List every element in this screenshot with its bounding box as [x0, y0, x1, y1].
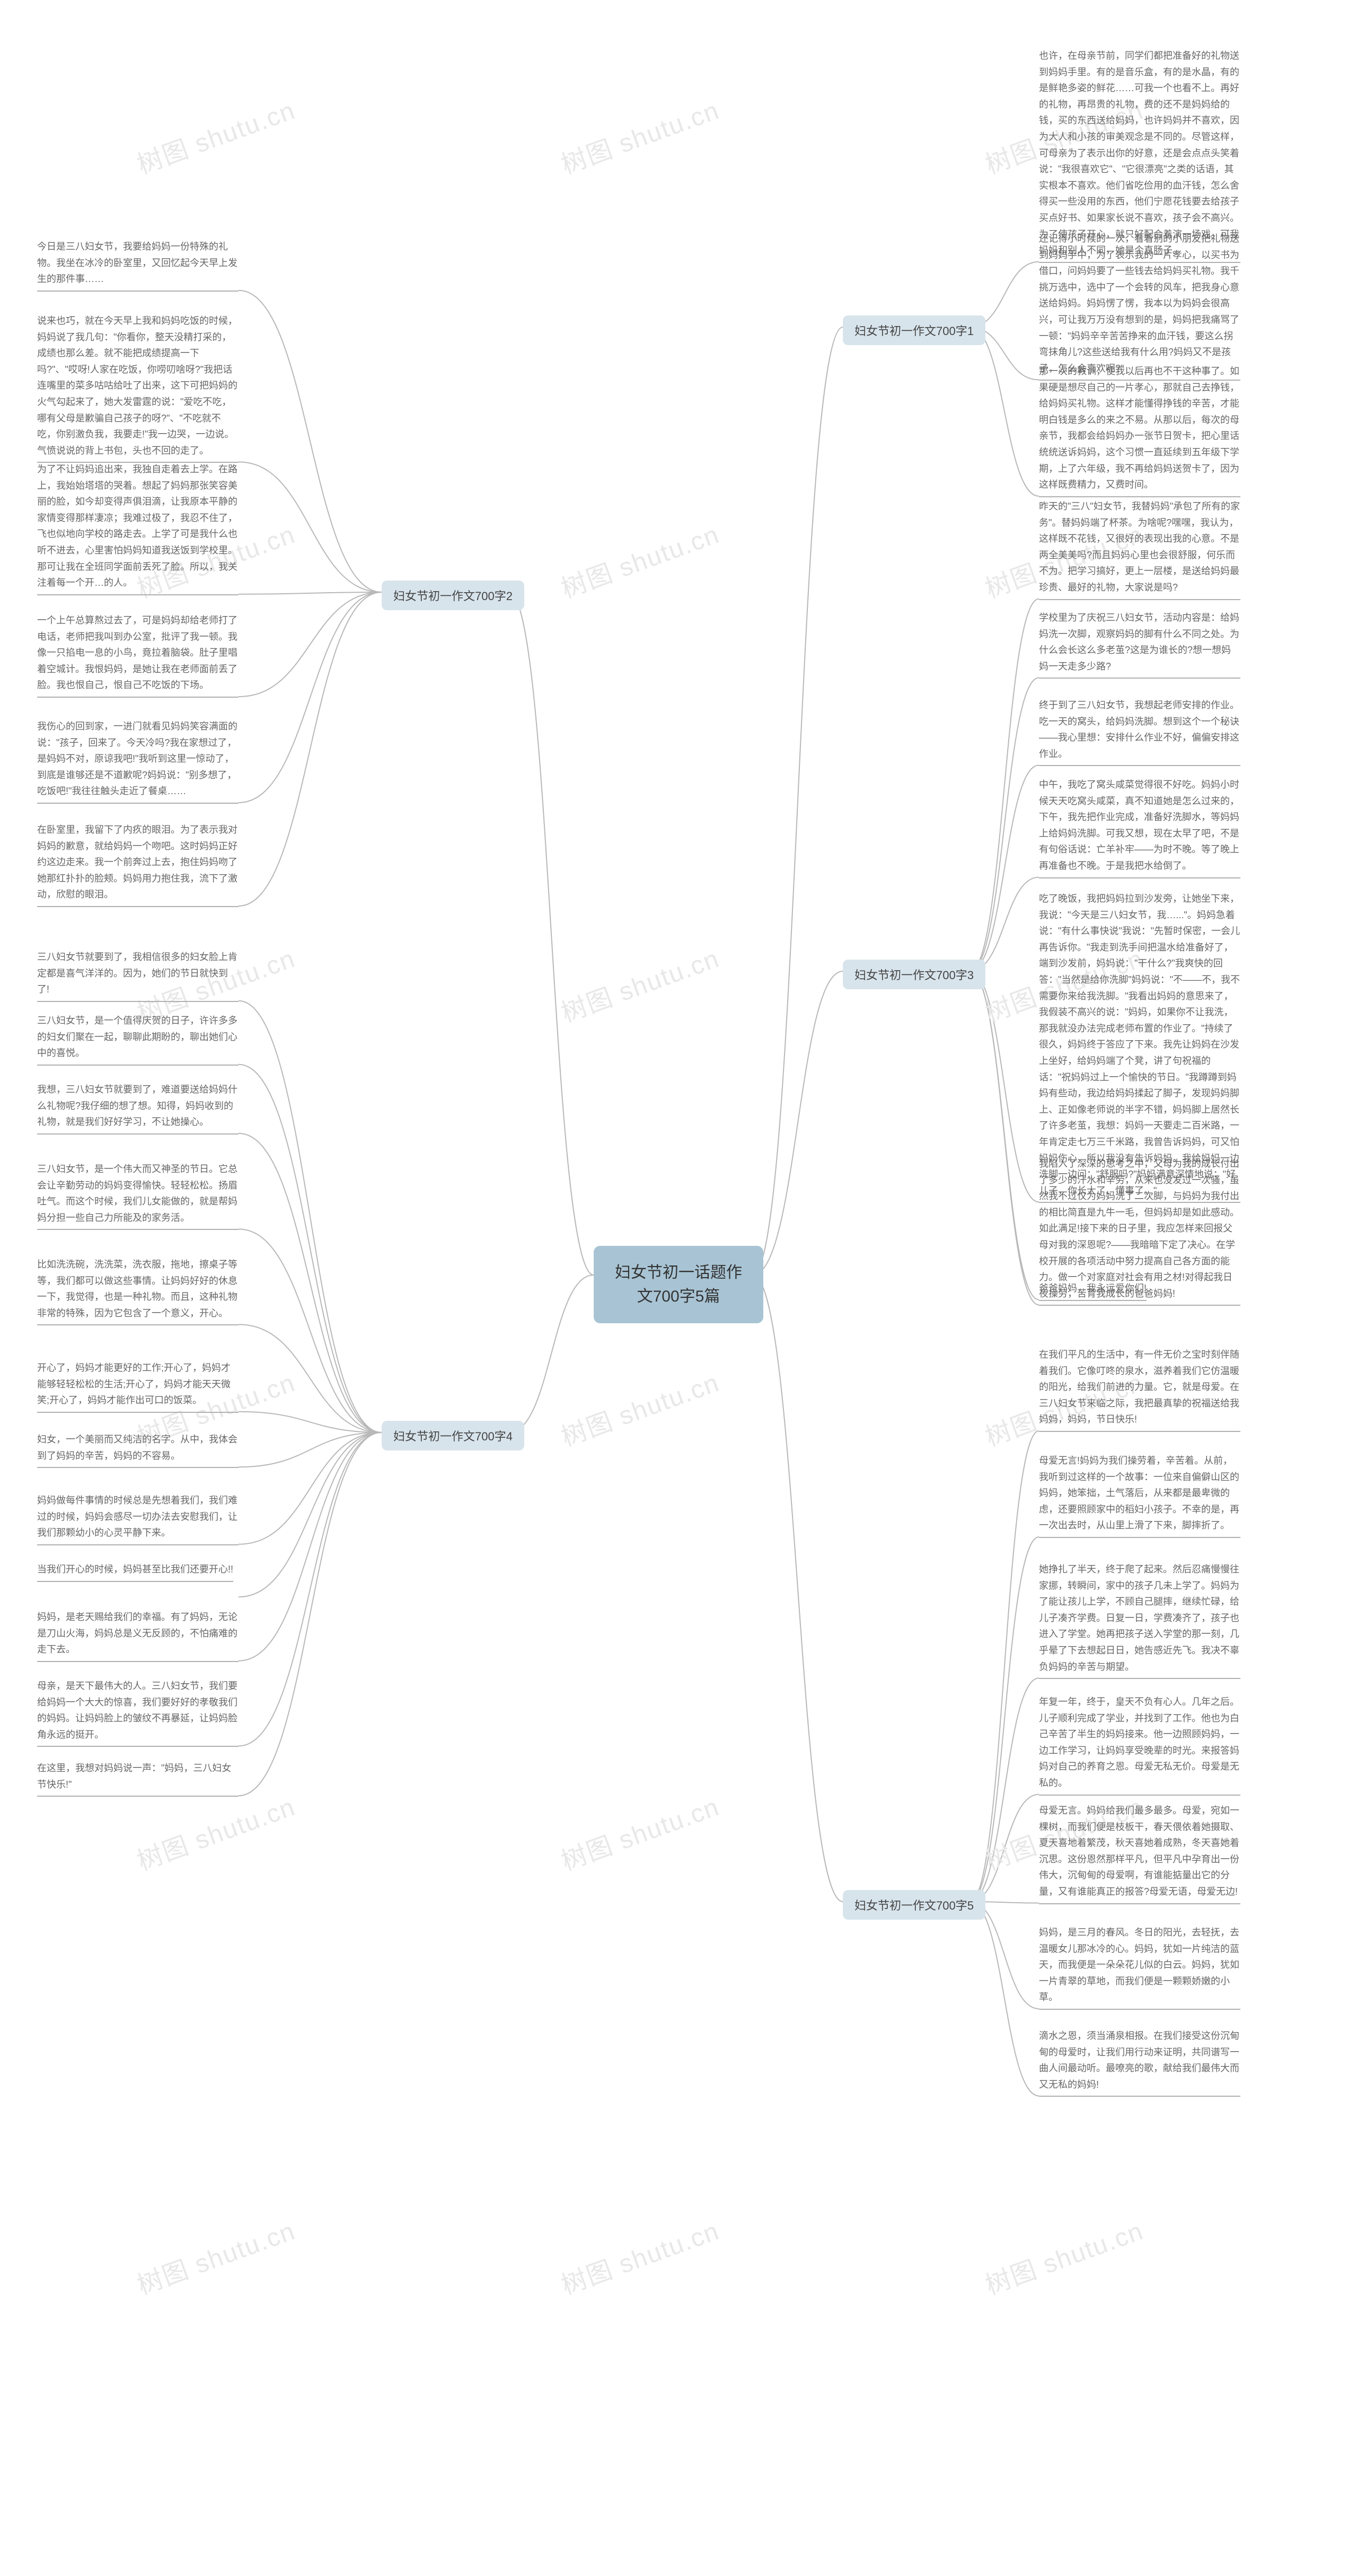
branch-node: 妇女节初一作文700字2 — [382, 581, 524, 610]
leaf-node: 爸爸妈妈，我永远爱你们! — [1039, 1280, 1147, 1301]
leaf-node: 三八妇女节就要到了，我相信很多的妇女脸上肯定都是喜气洋洋的。因为，她们的节日就快… — [37, 949, 239, 1002]
leaf-node: 在卧室里，我留下了内疚的眼泪。为了表示我对妈妈的歉意，就给妈妈一个吻吧。这时妈妈… — [37, 822, 239, 907]
leaf-node: 说来也巧，就在今天早上我和妈妈吃饭的时候，妈妈说了我几句："你看你，整天没精打采… — [37, 313, 239, 463]
leaf-node: 妇女，一个美丽而又纯洁的名字。从中，我体会到了妈妈的辛苦，妈妈的不容易。 — [37, 1431, 239, 1468]
branch-node: 妇女节初一作文700字5 — [843, 1890, 985, 1920]
leaf-node: 在这里，我想对妈妈说一声："妈妈，三八妇女节快乐!" — [37, 1760, 239, 1797]
branch-node: 妇女节初一作文700字3 — [843, 960, 985, 989]
leaf-node: 昨天的"三八"妇女节，我替妈妈"承包了所有的家务"。替妈妈端了杯茶。为啥呢?嘿嘿… — [1039, 498, 1240, 600]
watermark: 树图 shutu.cn — [979, 2210, 1148, 2302]
leaf-node: 母亲，是天下最伟大的人。三八妇女节，我们要给妈妈一个大大的惊喜，我们要好好的孝敬… — [37, 1678, 239, 1747]
leaf-node: 那一次的教训，使我以后再也不干这种事了。如果硬是想尽自己的一片孝心，那就自己去挣… — [1039, 363, 1240, 497]
leaf-node: 为了不让妈妈追出来，我独自走着去上学。在路上，我始始塔塔的哭着。想起了妈妈那张笑… — [37, 461, 239, 595]
leaf-node: 今日是三八妇女节，我要给妈妈一份特殊的礼物。我坐在冰冷的卧室里，又回忆起今天早上… — [37, 239, 239, 292]
leaf-node: 母爱无言。妈妈给我们最多最多。母爱，宛如一棵树，而我们便是枝板干，春天偎依着她摄… — [1039, 1803, 1240, 1904]
watermark: 树图 shutu.cn — [131, 1786, 299, 1878]
leaf-node: 滴水之恩，须当涌泉相报。在我们接受这份沉甸甸的母爱时，让我们用行动来证明，共同谱… — [1039, 2028, 1240, 2097]
leaf-node: 学校里为了庆祝三八妇女节，活动内容是：给妈妈洗一次脚，观察妈妈的脚有什么不同之处… — [1039, 610, 1240, 679]
leaf-node: 中午，我吃了窝头咸菜觉得很不好吃。妈妈小时候天天吃窝头咸菜，真不知道她是怎么过来… — [1039, 777, 1240, 878]
watermark: 树图 shutu.cn — [555, 1362, 724, 1454]
watermark: 树图 shutu.cn — [555, 938, 724, 1030]
leaf-node: 一个上午总算熬过去了，可是妈妈却给老师打了电话，老师把我叫到办公室，批评了我一顿… — [37, 612, 239, 698]
watermark: 树图 shutu.cn — [131, 90, 299, 181]
leaf-node: 三八妇女节，是一个伟大而又神圣的节日。它总会让辛勤劳动的妈妈变得愉快。轻轻松松。… — [37, 1161, 239, 1230]
leaf-node: 她挣扎了半天，终于爬了起来。然后忍痛慢慢往家挪，转瞬间，家中的孩子几未上学了。妈… — [1039, 1561, 1240, 1679]
watermark: 树图 shutu.cn — [555, 1786, 724, 1878]
leaf-node: 终于到了三八妇女节，我想起老师安排的作业。吃一天的窝头，给妈妈洗脚。想到这个一个… — [1039, 697, 1240, 766]
leaf-node: 我想，三八妇女节就要到了，难道要送给妈妈什么礼物呢?我仔细的想了想。知得，妈妈收… — [37, 1082, 239, 1135]
branch-node: 妇女节初一作文700字1 — [843, 315, 985, 345]
leaf-node: 母爱无言!妈妈为我们操劳着，辛苦着。从前，我听到过这样的一个故事：一位来自偏僻山… — [1039, 1453, 1240, 1538]
leaf-node: 妈妈，是三月的春风。冬日的阳光，去轻抚，去温暖女儿那冰冷的心。妈妈，犹如一片纯洁… — [1039, 1924, 1240, 2010]
watermark: 树图 shutu.cn — [555, 2210, 724, 2302]
leaf-node: 当我们开心的时候，妈妈甚至比我们还要开心!! — [37, 1561, 233, 1582]
leaf-node: 我伤心的回到家，一进门就看见妈妈笑容满面的说："孩子，回来了。今天冷吗?我在家想… — [37, 718, 239, 804]
watermark: 树图 shutu.cn — [131, 2210, 299, 2302]
watermark: 树图 shutu.cn — [555, 514, 724, 605]
leaf-node: 年复一年，终于，皇天不负有心人。几年之后。儿子顺利完成了学业，并找到了工作。他也… — [1039, 1694, 1240, 1796]
leaf-node: 开心了，妈妈才能更好的工作;开心了，妈妈才能够轻轻松松的生活;开心了，妈妈才能天… — [37, 1360, 239, 1413]
leaf-node: 比如洗洗碗，洗洗菜，洗衣服，拖地，擦桌子等等，我们都可以做这些事情。让妈妈好好的… — [37, 1256, 239, 1325]
leaf-node: 三八妇女节，是一个值得庆贺的日子，许许多多的妇女们聚在一起，聊聊此期盼的，聊出她… — [37, 1013, 239, 1066]
center-node: 妇女节初一话题作文700字5篇 — [594, 1246, 763, 1323]
watermark: 树图 shutu.cn — [555, 90, 724, 181]
leaf-node: 妈妈，是老天赐给我们的幸福。有了妈妈，无论是刀山火海，妈妈总是义无反顾的，不怕痛… — [37, 1609, 239, 1662]
leaf-node: 在我们平凡的生活中，有一件无价之宝时刻伴随着我们。它像叮咚的泉水，滋养着我们它仿… — [1039, 1347, 1240, 1432]
leaf-node: 妈妈做每件事情的时候总是先想着我们，我们难过的时候，妈妈会感尽一切办法去安慰我们… — [37, 1492, 239, 1545]
leaf-node: 还记得小时候的一次，看着别的小朋友把礼物送到妈妈手中，为了表示我的一片孝心，以买… — [1039, 231, 1240, 381]
branch-node: 妇女节初一作文700字4 — [382, 1421, 524, 1450]
